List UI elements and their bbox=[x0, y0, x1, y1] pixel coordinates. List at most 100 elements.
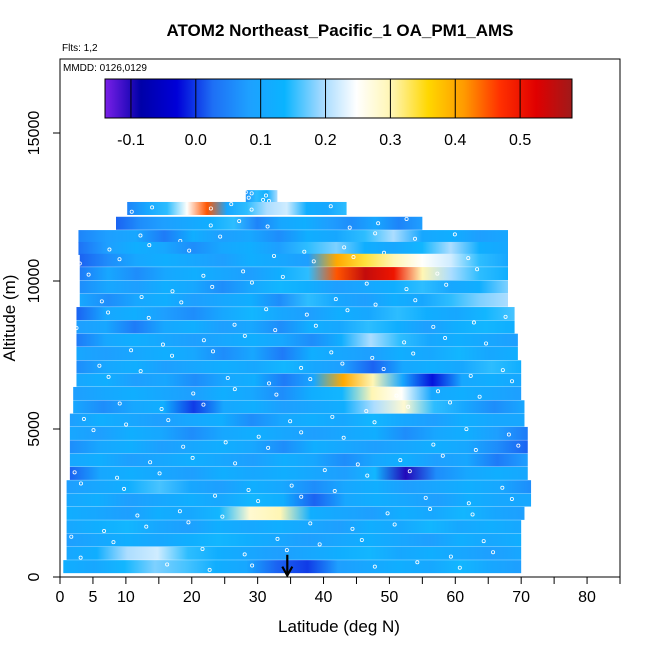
sample-marker bbox=[106, 374, 111, 379]
y-tick-label: 10000 bbox=[26, 259, 43, 304]
sample-marker bbox=[313, 323, 318, 328]
sample-marker bbox=[233, 461, 238, 466]
sample-marker bbox=[436, 389, 441, 394]
sample-marker bbox=[225, 375, 230, 380]
sample-marker bbox=[117, 257, 122, 262]
sample-marker bbox=[406, 404, 411, 409]
sample-marker bbox=[510, 379, 515, 384]
heatmap-row bbox=[66, 493, 532, 507]
heatmap-row bbox=[76, 320, 515, 334]
sample-marker bbox=[218, 234, 223, 239]
sample-marker bbox=[207, 567, 212, 572]
sample-marker bbox=[157, 471, 162, 476]
sample-marker bbox=[452, 232, 457, 237]
sample-marker bbox=[261, 197, 266, 202]
sample-marker bbox=[102, 529, 107, 534]
sample-marker bbox=[413, 236, 418, 241]
heatmap-row bbox=[66, 480, 532, 494]
sample-marker bbox=[249, 280, 254, 285]
sample-marker bbox=[246, 487, 251, 492]
colorbar: -0.1 0.0 0.1 0.2 0.3 0.4 0.5 bbox=[104, 78, 573, 149]
sample-marker bbox=[471, 320, 476, 325]
sample-marker bbox=[223, 440, 228, 445]
sample-marker bbox=[340, 361, 345, 366]
sample-marker bbox=[250, 563, 255, 568]
colorbar-tick-label: 0.0 bbox=[185, 132, 207, 149]
sample-marker bbox=[138, 233, 143, 238]
heatmap-row bbox=[245, 190, 278, 204]
sample-marker bbox=[267, 381, 272, 386]
y-tick-label: 0 bbox=[26, 572, 43, 581]
x-tick-label: 70 bbox=[512, 589, 530, 606]
sample-marker bbox=[177, 509, 182, 514]
axes: 0 5 10 20 30 40 50 60 70 80 0 5000 10000 15000 bbox=[26, 111, 621, 606]
sample-marker bbox=[165, 562, 170, 567]
sample-marker bbox=[273, 328, 278, 333]
sample-marker bbox=[78, 481, 83, 486]
x-tick-label: 0 bbox=[56, 589, 65, 606]
sample-marker bbox=[81, 417, 86, 422]
sample-marker bbox=[392, 522, 397, 527]
sample-marker bbox=[407, 469, 412, 474]
colorbar-tick-label: 0.4 bbox=[444, 132, 466, 149]
sample-marker bbox=[200, 546, 205, 551]
plot-frame bbox=[59, 58, 621, 578]
sample-marker bbox=[272, 253, 277, 258]
colorbar-tick-label: 0.1 bbox=[250, 132, 272, 149]
heatmap-row bbox=[79, 267, 508, 281]
sample-marker bbox=[237, 219, 242, 224]
sample-marker bbox=[159, 406, 164, 411]
sample-marker bbox=[170, 289, 175, 294]
latitude-marker bbox=[281, 554, 294, 578]
heatmap-row bbox=[66, 546, 522, 560]
sample-marker bbox=[111, 540, 116, 545]
y-axis-label: Altitude (m) bbox=[0, 275, 19, 362]
sample-marker bbox=[500, 485, 505, 490]
sample-marker bbox=[289, 483, 294, 488]
sample-marker bbox=[146, 315, 151, 320]
heatmap-row bbox=[76, 347, 518, 361]
sample-marker bbox=[138, 369, 143, 374]
sample-marker bbox=[148, 460, 153, 465]
x-axis-label: Latitude (deg N) bbox=[278, 617, 400, 636]
heatmap-row bbox=[116, 216, 423, 230]
x-tick-label: 10 bbox=[117, 589, 135, 606]
sample-marker bbox=[266, 445, 271, 450]
chart-title: ATOM2 Northeast_Pacific_1 OA_PM1_AMS bbox=[166, 21, 513, 40]
sample-marker bbox=[220, 514, 225, 519]
sample-marker bbox=[466, 501, 471, 506]
x-tick-label: 5 bbox=[88, 589, 97, 606]
sample-marker bbox=[443, 336, 448, 341]
sample-marker bbox=[491, 550, 496, 555]
sample-marker bbox=[190, 455, 195, 460]
sample-marker bbox=[86, 272, 91, 277]
sample-marker bbox=[431, 324, 436, 329]
y-tick-label: 15000 bbox=[26, 111, 43, 156]
sample-marker bbox=[99, 299, 104, 304]
sample-marker bbox=[139, 294, 144, 299]
sample-marker bbox=[274, 392, 279, 397]
sample-marker bbox=[77, 261, 82, 266]
sample-marker bbox=[302, 249, 307, 254]
sample-marker bbox=[91, 428, 96, 433]
sample-marker bbox=[213, 493, 218, 498]
sample-marker bbox=[347, 225, 352, 230]
sample-marker bbox=[332, 489, 337, 494]
sample-marker bbox=[241, 269, 246, 274]
sample-marker bbox=[351, 255, 356, 260]
sample-marker bbox=[506, 432, 511, 437]
sample-marker bbox=[264, 307, 269, 312]
sample-marker bbox=[448, 400, 453, 405]
sample-marker bbox=[280, 274, 285, 279]
sample-marker bbox=[464, 427, 469, 432]
sample-marker bbox=[201, 402, 206, 407]
sample-marker bbox=[372, 564, 377, 569]
sample-marker bbox=[144, 524, 149, 529]
sample-marker bbox=[229, 202, 234, 207]
sample-marker bbox=[317, 542, 322, 547]
sample-marker bbox=[411, 351, 416, 356]
sample-marker bbox=[364, 409, 369, 414]
sample-marker bbox=[124, 422, 129, 427]
sample-marker bbox=[372, 420, 377, 425]
